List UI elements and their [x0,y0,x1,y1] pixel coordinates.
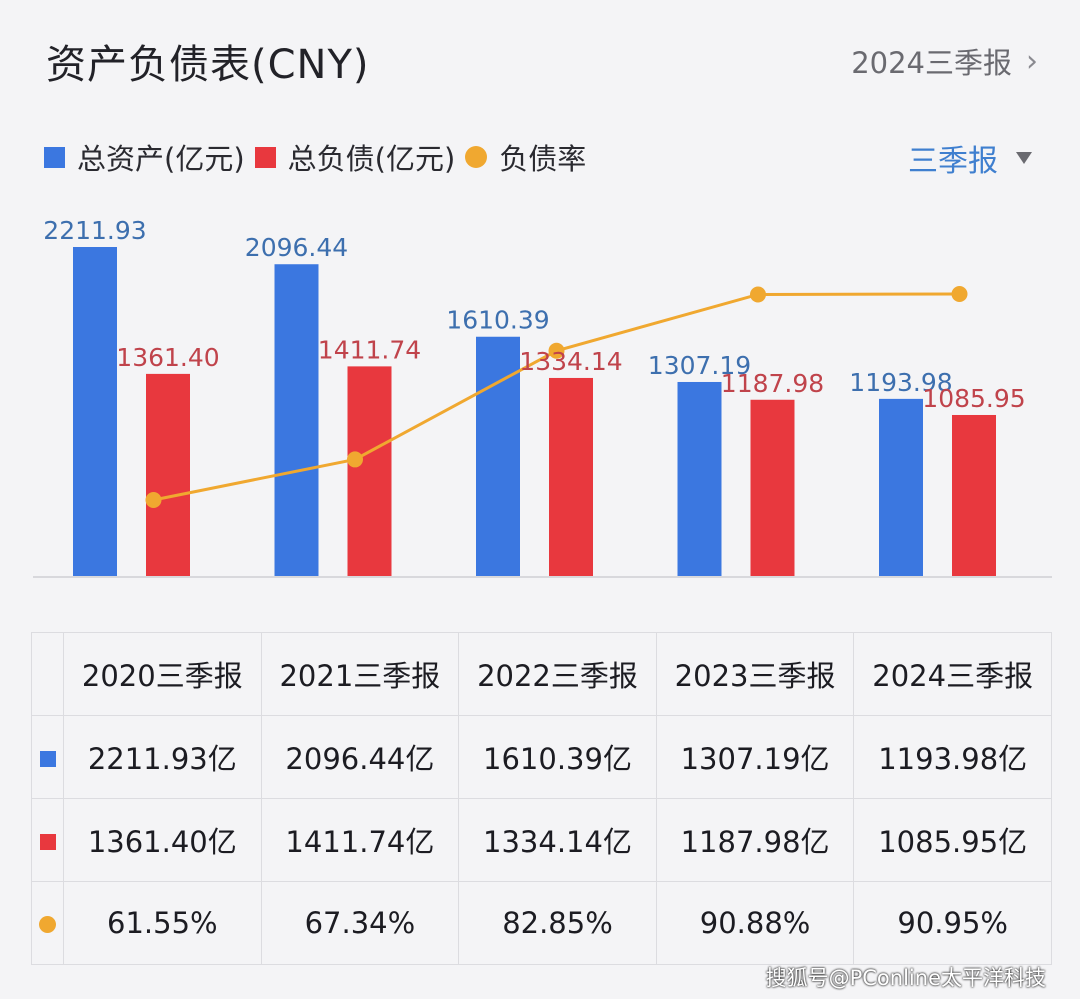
table-cell: 82.85% [458,881,657,965]
table-cell: 1193.98亿 [853,715,1052,799]
ratio-point[interactable] [548,342,565,359]
table-cell: 1187.98亿 [655,798,855,882]
bar-liabilities[interactable] [549,377,593,577]
bar-liabilities[interactable] [347,366,392,577]
ratio-point[interactable] [145,492,162,508]
bar-value-label-liabilities: 1334.14 [519,347,622,376]
table-cell: 90.88% [655,881,855,965]
bar-value-label-liabilities: 1361.40 [116,343,219,372]
table-header-cell: 2024三季报 [853,632,1052,716]
legend-label-ratio: 负债率 [499,142,587,176]
page-title: 资产负债表(CNY) [46,42,370,88]
legend-item-ratio[interactable]: 负债率 [465,136,586,178]
table-cell: 2211.93亿 [63,715,262,799]
legend-item-assets[interactable]: 总资产(亿元) [44,136,245,178]
balance-sheet-chart: 2211.93 1361.40 2096.44 1411.74 1610.39 1334.… [33,216,1052,578]
bar-assets[interactable] [73,247,117,577]
bar-value-label-assets: 1610.39 [446,306,549,335]
ratio-point[interactable] [951,286,968,302]
bar-assets[interactable] [476,336,520,577]
legend-label-assets: 总资产(亿元) [77,142,245,176]
bar-value-label-liabilities: 1411.74 [318,335,421,364]
row-marker-cell [31,715,64,799]
table-header-cell: 2023三季报 [655,632,855,716]
period-type-dropdown[interactable]: 三季报 [908,136,1032,180]
row-marker-cell [31,881,64,965]
dropdown-selected-label: 三季报 [908,144,998,179]
table-header-cell: 2022三季报 [458,632,657,716]
bar-liabilities[interactable] [146,373,190,577]
bar-liabilities[interactable] [750,399,795,577]
chart-legend: 总资产(亿元) 总负债(亿元) 负债率 [44,136,596,178]
caret-down-icon [1016,152,1032,164]
table-header-cell: 2020三季报 [63,632,262,716]
table-row-liabilities: 1361.40亿 1411.74亿 1334.14亿 1187.98亿 1085… [31,798,1052,882]
legend-swatch-liabilities [254,146,276,168]
report-period-link[interactable]: 2024三季报 › [851,40,1038,82]
liabilities-square-marker-icon [39,834,56,850]
bar-value-label-liabilities: 1085.95 [922,384,1025,413]
table-cell: 1334.14亿 [458,798,657,882]
legend-swatch-assets [44,146,65,168]
table-header-cell: 2021三季报 [260,632,460,716]
table-cell: 67.34% [260,881,460,965]
report-period-label: 2024三季报 [851,46,1012,80]
bar-value-label-assets: 2211.93 [43,216,146,245]
table-cell: 1411.74亿 [260,798,460,882]
bar-assets[interactable] [677,381,722,577]
table-cell: 1307.19亿 [655,715,855,799]
ratio-circle-marker-icon [39,916,56,933]
bar-value-label-liabilities: 1187.98 [721,369,824,398]
header-corner-cell [31,632,64,716]
data-table: 2020三季报 2021三季报 2022三季报 2023三季报 2024三季报 … [31,632,1052,965]
table-cell: 2096.44亿 [260,715,460,799]
bar-value-label-assets: 2096.44 [245,233,348,262]
bar-assets[interactable] [879,398,923,577]
legend-item-liabilities[interactable]: 总负债(亿元) [254,136,456,178]
watermark: 搜狐号@PConline太平洋科技 [765,966,1046,990]
row-marker-cell [31,798,64,882]
legend-swatch-ratio [465,146,488,168]
ratio-point[interactable] [347,451,363,468]
table-row-assets: 2211.93亿 2096.44亿 1610.39亿 1307.19亿 1193… [31,715,1052,799]
table-header-row: 2020三季报 2021三季报 2022三季报 2023三季报 2024三季报 [31,632,1052,716]
bar-value-label-assets: 1307.19 [648,351,751,380]
table-cell: 61.55% [63,881,262,965]
table-cell: 90.95% [853,881,1052,965]
table-row-ratio: 61.55% 67.34% 82.85% 90.88% 90.95% [31,881,1052,965]
bar-value-label-assets: 1193.98 [849,368,952,397]
assets-square-marker-icon [39,751,56,767]
bar-assets[interactable] [274,264,319,577]
legend-label-liabilities: 总负债(亿元) [287,142,456,176]
chevron-right-icon: › [1026,43,1038,79]
table-cell: 1361.40亿 [63,798,262,882]
ratio-point[interactable] [750,286,766,303]
bar-liabilities[interactable] [952,414,996,577]
table-cell: 1085.95亿 [853,798,1052,882]
table-cell: 1610.39亿 [458,715,657,799]
